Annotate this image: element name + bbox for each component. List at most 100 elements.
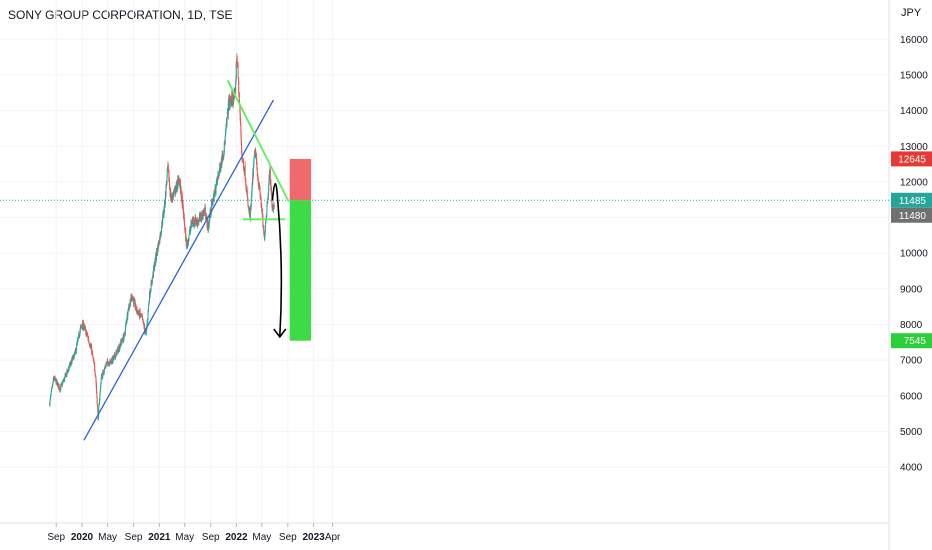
candle-body — [160, 233, 162, 236]
candle-body — [208, 219, 210, 225]
candle-body — [240, 132, 242, 141]
candle-body — [207, 226, 209, 231]
candle-body — [245, 184, 247, 189]
candle-body — [104, 367, 106, 369]
candle-body — [270, 180, 272, 191]
drawings — [0, 79, 889, 441]
candle-body — [144, 325, 146, 330]
candle-body — [265, 216, 267, 220]
candle-body — [49, 399, 51, 406]
candle-body — [198, 219, 200, 222]
candle-body — [100, 378, 102, 384]
candle-body — [213, 194, 215, 202]
candle-body — [162, 214, 164, 224]
price-tag — [891, 333, 932, 349]
candle-body — [80, 325, 82, 327]
y-tick-label: 12000 — [900, 177, 928, 188]
candle-body — [149, 291, 151, 294]
candle-body — [200, 215, 202, 220]
candle-body — [166, 174, 168, 182]
candle-body — [74, 349, 76, 352]
price-tag — [891, 151, 932, 167]
candle-body — [147, 317, 149, 322]
candle-body — [100, 388, 102, 390]
candle-body — [113, 356, 115, 359]
candle-body — [99, 393, 101, 400]
x-tick-label: Sep — [47, 532, 65, 543]
candle-body — [251, 189, 253, 196]
candle-body — [151, 281, 153, 284]
candle-body — [259, 192, 261, 197]
candle-body — [187, 238, 189, 244]
candle-body — [54, 378, 56, 381]
profit-target-zone — [289, 200, 312, 341]
y-tick-label: 7000 — [900, 356, 923, 367]
candle-body — [52, 382, 54, 386]
currency-label: JPY — [901, 7, 922, 19]
candle-body — [131, 295, 133, 300]
candle-body — [236, 55, 238, 64]
candle-body — [73, 354, 75, 359]
candle-body — [235, 82, 237, 92]
candle-body — [258, 185, 260, 187]
price-axis[interactable]: 4000500060007000800090001000011000120001… — [900, 35, 928, 474]
candle-body — [136, 307, 138, 313]
ascending-trendline — [83, 99, 275, 441]
candle-body — [64, 373, 66, 377]
candle-body — [123, 333, 125, 338]
candle-body — [199, 213, 201, 219]
candle-body — [262, 216, 264, 227]
candle-body — [154, 264, 156, 269]
candle-body — [253, 156, 255, 158]
candle-body — [216, 178, 218, 181]
candle-body — [94, 366, 96, 372]
candle-body — [263, 228, 265, 235]
candle-body — [232, 96, 234, 102]
candle-body — [168, 170, 170, 182]
candle-body — [134, 301, 136, 308]
x-tick-label: Apr — [325, 532, 341, 543]
candle-body — [67, 368, 69, 372]
candle-body — [79, 327, 81, 331]
candle-body — [183, 221, 185, 227]
x-tick-label: Sep — [125, 532, 143, 543]
candle-body — [82, 322, 84, 330]
candle-body — [109, 359, 111, 361]
candle-body — [103, 371, 105, 374]
candle-body — [261, 204, 263, 212]
candle-body — [253, 162, 255, 168]
candle-body — [235, 61, 237, 80]
candle-body — [217, 175, 219, 178]
candle-body — [249, 211, 251, 219]
candle-body — [81, 322, 83, 329]
candle-body — [87, 336, 89, 340]
candle-body — [264, 234, 266, 240]
candle-body — [116, 350, 118, 356]
candle-body — [119, 345, 121, 350]
candle-body — [118, 346, 120, 351]
candle-body — [85, 332, 87, 335]
candle-body — [193, 219, 195, 225]
candle-body — [104, 367, 106, 371]
candle-body — [132, 298, 134, 300]
price-tag-label: 7545 — [904, 336, 927, 347]
y-tick-label: 15000 — [900, 70, 928, 81]
candle-body — [95, 377, 97, 382]
candle-body — [166, 168, 168, 174]
candle-body — [270, 187, 272, 194]
candle-body — [195, 217, 197, 225]
x-tick-label: 2021 — [148, 532, 171, 543]
candle-body — [65, 373, 67, 375]
candle-body — [247, 198, 249, 206]
time-axis[interactable]: Sep 2020 May Sep 2021 May Sep 2022 May Sep 2023 Apr — [47, 523, 341, 543]
y-tick-label: 8000 — [900, 320, 923, 331]
position-tool[interactable] — [289, 158, 312, 341]
candle-body — [185, 237, 187, 247]
candle-body — [111, 360, 113, 363]
price-tag-label: 11480 — [899, 211, 927, 222]
candle-body — [231, 95, 233, 104]
y-tick-label: 13000 — [900, 142, 928, 153]
y-tick-label: 16000 — [900, 35, 928, 46]
